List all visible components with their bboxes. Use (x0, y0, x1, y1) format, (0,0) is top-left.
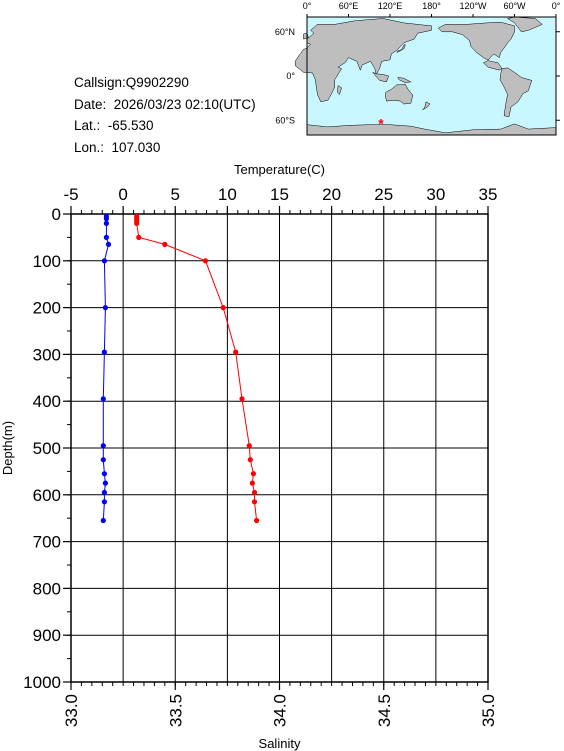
temperature-tick-label: 35 (479, 185, 498, 204)
date-text: Date: 2026/03/23 02:10(UTC) (74, 96, 256, 112)
y-tick-label: 400 (33, 392, 61, 411)
callsign-text: Callsign:Q9902290 (74, 75, 189, 90)
temperature-data-point (251, 489, 258, 496)
temperature-tick-label: 25 (374, 185, 393, 204)
salinity-data-point (100, 396, 106, 402)
map-top-label: 120°W (459, 1, 487, 11)
station-marker: * (378, 115, 384, 131)
salinity-data-point (101, 471, 107, 477)
map-land-eurasia-africa (294, 18, 432, 103)
map-lat-label: 60°S (275, 115, 295, 125)
salinity-data-point (105, 241, 112, 247)
salinity-data-point (102, 480, 108, 486)
map-top-label: 0° (303, 1, 312, 11)
salinity-data-point (100, 457, 106, 463)
salinity-tick-label: 34.5 (375, 694, 394, 727)
y-tick-label: 800 (33, 579, 61, 598)
temperature-data-point (254, 517, 260, 524)
temperature-data-point (136, 234, 142, 240)
temperature-data-point (246, 443, 252, 449)
temperature-tick-label: 15 (270, 185, 289, 204)
temperature-data-point (250, 471, 256, 477)
salinity-data-point (101, 499, 107, 505)
temperature-axis-label: Temperature(C) (234, 162, 325, 177)
map-land-new-guinea (397, 77, 412, 83)
temperature-data-point (233, 349, 239, 355)
salinity-profile-line (102, 216, 110, 521)
map-top-label: 180° (422, 1, 441, 11)
y-tick-label: 900 (33, 626, 61, 645)
salinity-data-point (101, 258, 107, 264)
y-tick-label: 300 (33, 345, 61, 364)
world-map: 0° 60°E 120°E 180° 120°W 60°W 0° 60°N 0° 60°S * (275, 1, 561, 136)
latitude-text: Lat.: -65.530 (74, 118, 154, 133)
map-top-label: 60°W (503, 1, 526, 11)
map-land-greenland (506, 16, 543, 33)
salinity-axis-label: Salinity (259, 736, 301, 751)
map-land-japan (396, 43, 406, 53)
map-lat-label: 0° (286, 71, 295, 81)
temperature-data-point (251, 499, 258, 505)
temperature-tick-label: 0 (118, 185, 127, 204)
temperature-tick-label: 20 (322, 185, 341, 204)
salinity-data-point (100, 517, 106, 524)
station-info: Callsign:Q9902290 Date: 2026/03/23 02:10… (74, 72, 256, 158)
temperature-data-point (249, 480, 255, 486)
y-tick-label: 500 (33, 439, 61, 458)
temperature-data-point (220, 305, 226, 311)
salinity-data-point (101, 349, 107, 355)
temperature-tick-label: 5 (171, 185, 180, 204)
salinity-tick-label: 35.0 (479, 694, 498, 727)
temperature-tick-label: -5 (63, 185, 78, 204)
map-top-label: 60°E (339, 1, 359, 11)
salinity-data-point (101, 489, 107, 496)
salinity-data-point (103, 220, 109, 226)
temperature-tick-label: 10 (218, 185, 237, 204)
map-land-madagascar (337, 85, 342, 95)
map-land-new-zealand (422, 101, 431, 111)
map-lat-label: 60°N (275, 27, 295, 37)
temperature-data-point (247, 457, 253, 463)
map-top-label: 120°E (378, 1, 403, 11)
temperature-data-point (202, 258, 209, 264)
temperature-tick-label: 30 (426, 185, 445, 204)
y-axis-label: Depth(m) (0, 421, 15, 475)
salinity-tick-label: 33.0 (62, 694, 81, 727)
y-tick-label: 100 (33, 252, 61, 271)
salinity-tick-label: 34.0 (271, 694, 290, 727)
map-land-north-america (437, 21, 515, 71)
map-top-label: 0° (552, 1, 561, 11)
y-tick-label: 1000 (23, 673, 61, 692)
temperature-data-point (162, 241, 168, 247)
salinity-data-point (103, 234, 109, 240)
y-tick-label: 700 (33, 533, 61, 552)
longitude-text: Lon.: 107.030 (74, 139, 161, 155)
y-tick-label: 0 (52, 205, 61, 224)
salinity-tick-label: 33.5 (166, 694, 185, 727)
temperature-data-point (239, 396, 245, 402)
salinity-data-point (102, 305, 108, 311)
y-tick-label: 200 (33, 299, 61, 318)
salinity-data-point (100, 443, 106, 449)
y-tick-label: 600 (33, 486, 61, 505)
temperature-data-point (134, 220, 140, 226)
map-land-south-america (499, 67, 533, 117)
salinity-data-point (103, 216, 109, 222)
map-land-indonesia (372, 72, 389, 83)
temperature-profile-line (136, 216, 258, 521)
map-land-australia (384, 83, 414, 105)
